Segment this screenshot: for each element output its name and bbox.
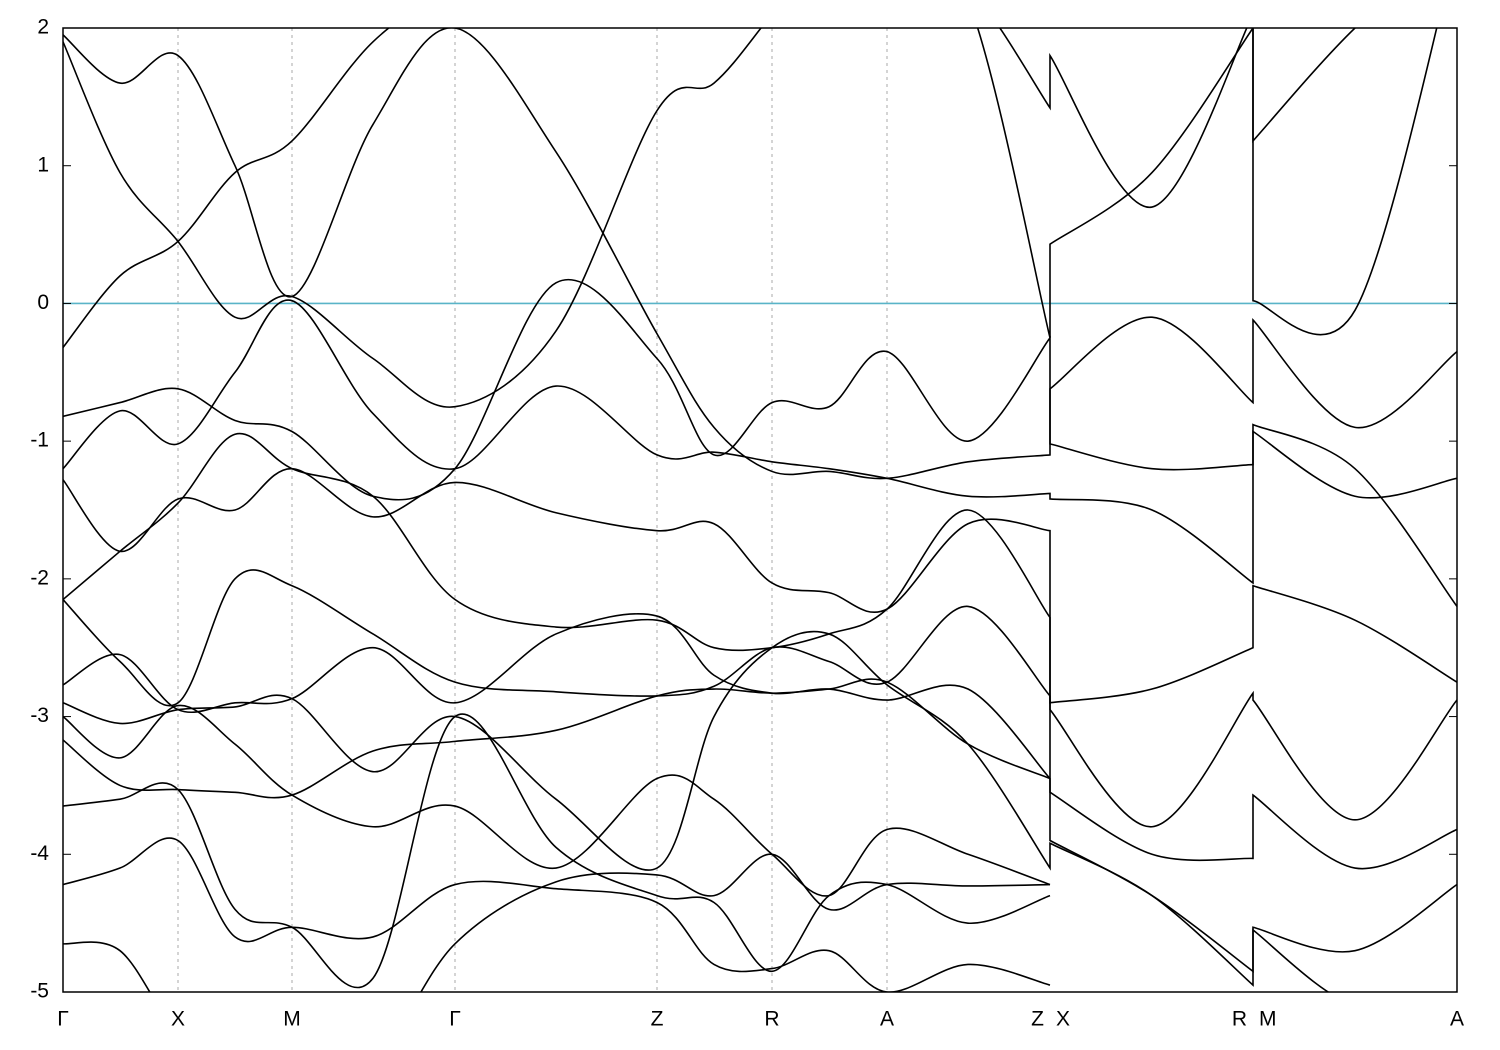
x-tick-label: X xyxy=(171,1008,185,1031)
band-line xyxy=(63,630,1457,992)
band-line xyxy=(63,569,1457,870)
band-line xyxy=(63,837,1051,992)
band-line xyxy=(63,28,1357,348)
band-line xyxy=(63,432,1457,828)
y-tick-label: 1 xyxy=(37,153,49,176)
x-tick-label: A xyxy=(1450,1008,1464,1031)
bands xyxy=(63,28,1457,992)
band-line xyxy=(63,853,1051,992)
y-tick-label: -5 xyxy=(30,980,49,1003)
x-tick-label: Γ xyxy=(57,1008,69,1031)
grid xyxy=(63,28,1457,992)
y-tick-label: -1 xyxy=(30,429,49,452)
x-tick-label: Z xyxy=(651,1008,664,1031)
x-tick-label: A xyxy=(880,1008,894,1031)
band-line xyxy=(63,28,1438,408)
y-tick-label: -2 xyxy=(30,566,49,589)
x-tick-label: M xyxy=(1259,1008,1277,1031)
y-tick-label: -3 xyxy=(30,704,49,727)
band-line xyxy=(63,704,1051,897)
plot-frame xyxy=(62,27,1458,993)
x-tick-label: R xyxy=(1232,1008,1247,1031)
y-tick-label: -4 xyxy=(30,842,49,865)
y-tick-label: 0 xyxy=(37,291,49,314)
y-tick-label: 2 xyxy=(37,16,49,39)
band-line xyxy=(63,28,1457,480)
x-tick-label: X xyxy=(1056,1008,1070,1031)
x-tick-label: Γ xyxy=(449,1008,461,1031)
band-line xyxy=(63,467,1457,704)
band-line xyxy=(63,613,1457,973)
band-line xyxy=(63,678,1051,799)
band-line xyxy=(63,279,1457,501)
band-line xyxy=(63,713,1051,989)
x-tick-label: M xyxy=(283,1008,301,1031)
band-line xyxy=(63,299,1457,607)
x-tick-label: Z xyxy=(1031,1008,1044,1031)
x-tick-label: R xyxy=(764,1008,779,1031)
